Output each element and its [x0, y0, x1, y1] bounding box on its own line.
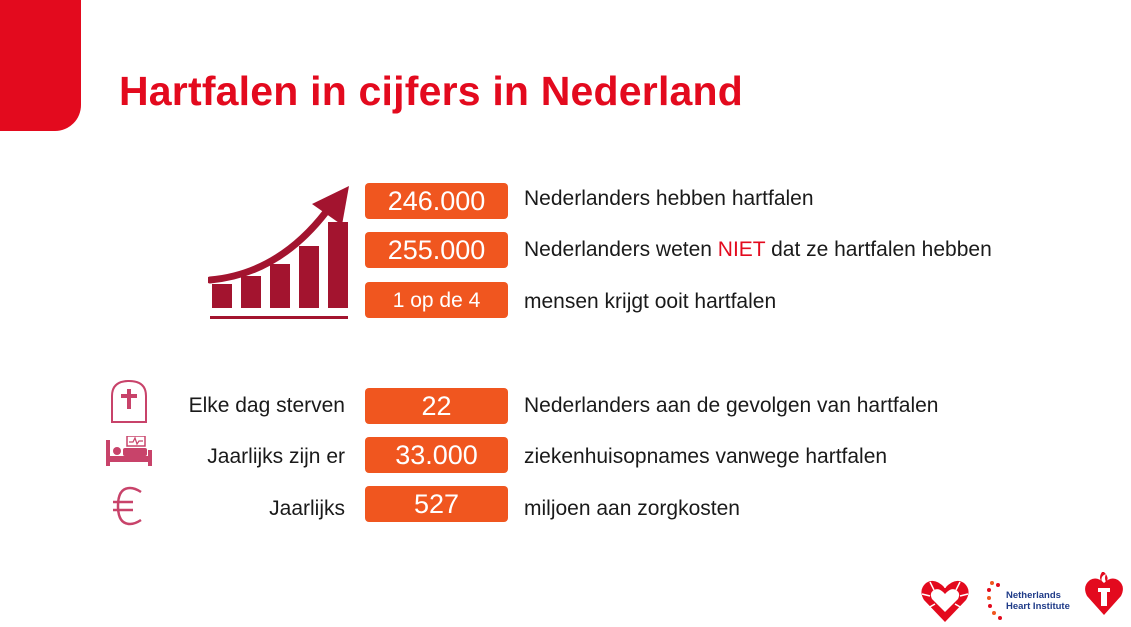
page-title: Hartfalen in cijfers in Nederland: [119, 68, 744, 114]
nhi-logo-text: Netherlands Heart Institute: [1006, 590, 1070, 612]
nhi-line2: Heart Institute: [1006, 601, 1070, 612]
stat-pill-unaware: 255.000: [365, 232, 508, 268]
stat-text-unaware-before: Nederlanders weten: [524, 238, 718, 261]
stat-text-unaware: Nederlanders weten NIET dat ze hartfalen…: [524, 238, 992, 262]
growth-chart-icon: [208, 186, 349, 319]
stat-pill-admissions: 33.000: [365, 437, 508, 473]
corner-accent: [0, 0, 81, 131]
stat-text-daily-deaths: Nederlanders aan de gevolgen van hartfal…: [524, 394, 939, 417]
nhi-line1: Netherlands: [1006, 590, 1061, 601]
heart-torch-logo-icon: [1085, 572, 1123, 615]
label-daily-deaths: Elke dag sterven: [188, 394, 345, 417]
stat-pill-patients: 246.000: [365, 183, 508, 219]
stat-text-admissions: ziekenhuisopnames vanwege hartfalen: [524, 445, 888, 468]
stat-text-unaware-highlight: NIET: [717, 238, 766, 261]
stat-text-lifetime-risk: mensen krijgt ooit hartfalen: [524, 290, 777, 313]
tombstone-cross-icon: [111, 379, 147, 423]
label-yearly-admissions: Jaarlijks zijn er: [207, 445, 345, 468]
stat-text-patients: Nederlanders hebben hartfalen: [524, 187, 814, 210]
stat-text-unaware-after: dat ze hartfalen hebben: [765, 238, 992, 261]
hospital-bed-icon: [106, 436, 152, 466]
heart-logo-icon: [921, 580, 969, 622]
nhi-dots-icon: [987, 581, 1002, 620]
stat-pill-lifetime-risk: 1 op de 4: [365, 282, 508, 318]
euro-icon: [113, 486, 142, 526]
stat-text-costs: miljoen aan zorgkosten: [524, 497, 740, 520]
stat-pill-daily-deaths: 22: [365, 388, 508, 424]
stat-pill-costs: 527: [365, 486, 508, 522]
label-yearly-costs: Jaarlijks: [269, 497, 345, 520]
